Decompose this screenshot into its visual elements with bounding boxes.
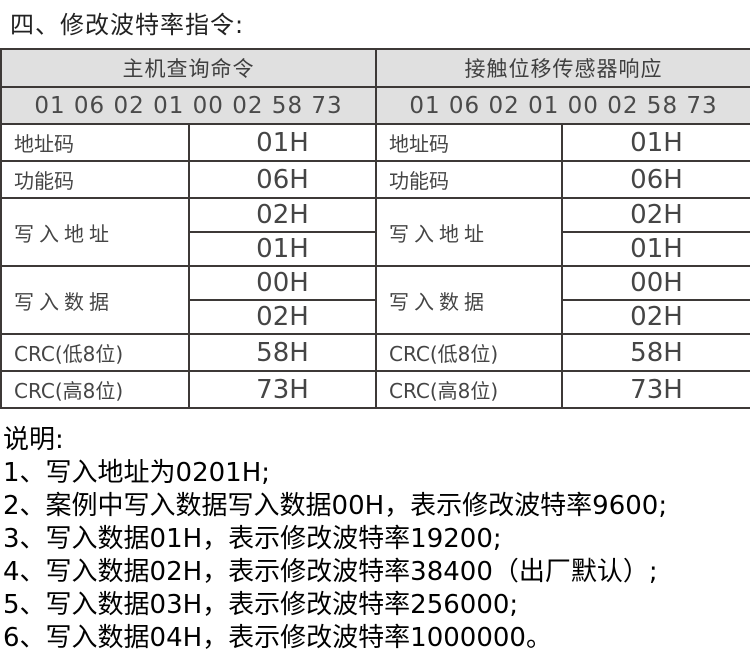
row-value: 02H xyxy=(561,197,750,233)
notes-section: 说明: 1、写入地址为0201H; 2、案例中写入数据写入数据00H，表示修改波… xyxy=(0,424,750,655)
sensor-frame-hex: 01 06 02 01 00 02 58 73 xyxy=(375,86,750,125)
row-label: CRC(高8位) xyxy=(375,370,563,409)
note-item: 3、写入数据01H，表示修改波特率19200; xyxy=(3,524,502,554)
notes-heading: 说明: xyxy=(3,425,64,455)
row-value: 58H xyxy=(188,333,377,372)
note-item: 4、写入数据02H，表示修改波特率38400（出厂默认）; xyxy=(3,557,658,587)
row-label: 地址码 xyxy=(375,123,563,162)
row-label: CRC(低8位) xyxy=(375,333,563,372)
row-value: 00H xyxy=(188,265,377,301)
row-label: 功能码 xyxy=(375,160,563,199)
row-value: 01H xyxy=(561,123,750,162)
row-value: 06H xyxy=(561,160,750,199)
row-value: 00H xyxy=(561,265,750,301)
table-row-crc-low: CRC(低8位) 58H CRC(低8位) 58H xyxy=(0,333,750,372)
table-row-crc-high: CRC(高8位) 73H CRC(高8位) 73H xyxy=(0,370,750,409)
table-row-write-data-2: 02H 02H xyxy=(1,299,750,335)
frame-hex-row: 01 06 02 01 00 02 58 73 01 06 02 01 00 0… xyxy=(0,86,750,125)
note-item: 5、写入数据03H，表示修改波特率256000; xyxy=(3,590,519,620)
row-value: 58H xyxy=(561,333,750,372)
row-value: 73H xyxy=(561,370,750,409)
note-item: 2、案例中写入数据写入数据00H，表示修改波特率9600; xyxy=(3,491,668,521)
row-value: 01H xyxy=(188,123,377,162)
table-row-write-data-1: 写入数据 00H 写入数据 00H xyxy=(0,265,750,335)
table-row-write-address-2: 01H 01H xyxy=(1,231,750,267)
note-item: 1、写入地址为0201H; xyxy=(3,458,271,488)
row-value: 73H xyxy=(188,370,377,409)
row-value: 02H xyxy=(188,299,377,335)
host-command-header: 主机查询命令 xyxy=(0,48,377,88)
row-label: 写入地址 xyxy=(375,197,563,267)
row-value: 01H xyxy=(188,231,377,267)
table-header-row: 主机查询命令 接触位移传感器响应 xyxy=(0,48,750,88)
row-label: 写入数据 xyxy=(0,265,190,335)
row-label: 功能码 xyxy=(0,160,190,199)
row-label: 写入地址 xyxy=(0,197,190,267)
table-row-function: 功能码 06H 功能码 06H xyxy=(0,160,750,199)
page-title: 四、修改波特率指令: xyxy=(10,11,245,39)
host-frame-hex: 01 06 02 01 00 02 58 73 xyxy=(0,86,377,125)
row-label: 地址码 xyxy=(0,123,190,162)
sensor-response-header: 接触位移传感器响应 xyxy=(375,48,750,88)
row-value: 01H xyxy=(561,231,750,267)
row-value: 06H xyxy=(188,160,377,199)
note-item: 6、写入数据04H，表示修改波特率1000000。 xyxy=(3,623,552,653)
table-row-address: 地址码 01H 地址码 01H xyxy=(0,123,750,162)
row-value: 02H xyxy=(188,197,377,233)
row-label: CRC(高8位) xyxy=(0,370,190,409)
row-label: 写入数据 xyxy=(375,265,563,335)
baudrate-command-table: 主机查询命令 接触位移传感器响应 01 06 02 01 00 02 58 73… xyxy=(0,48,750,409)
table-row-write-address-1: 写入地址 02H 写入地址 02H xyxy=(0,197,750,267)
row-value: 02H xyxy=(561,299,750,335)
row-label: CRC(低8位) xyxy=(0,333,190,372)
